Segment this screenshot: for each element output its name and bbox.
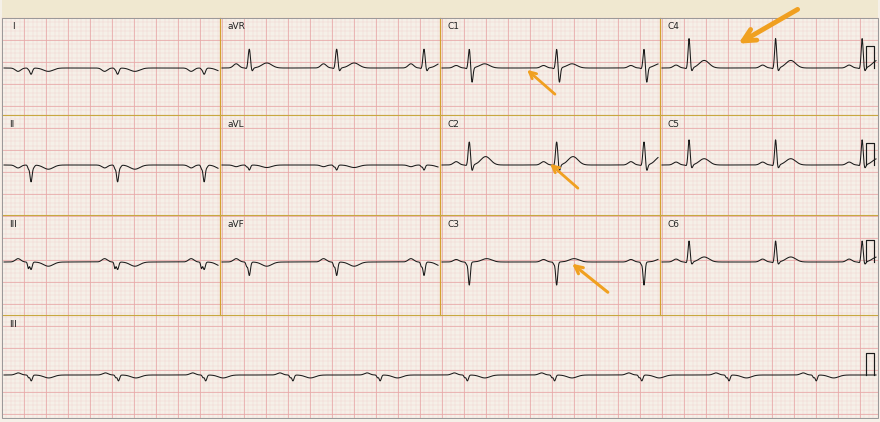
Text: aVR: aVR	[227, 22, 245, 31]
Text: aVF: aVF	[227, 220, 244, 229]
Text: C1: C1	[447, 22, 459, 31]
Text: C5: C5	[667, 120, 679, 129]
Text: C4: C4	[667, 22, 678, 31]
Text: aVL: aVL	[227, 120, 244, 129]
Text: C3: C3	[447, 220, 459, 229]
Text: C6: C6	[667, 220, 679, 229]
Text: C2: C2	[447, 120, 458, 129]
Text: II: II	[9, 120, 14, 129]
Text: I: I	[12, 22, 15, 31]
Text: III: III	[9, 320, 17, 329]
Text: III: III	[9, 220, 17, 229]
Bar	[2, 0, 878, 18]
